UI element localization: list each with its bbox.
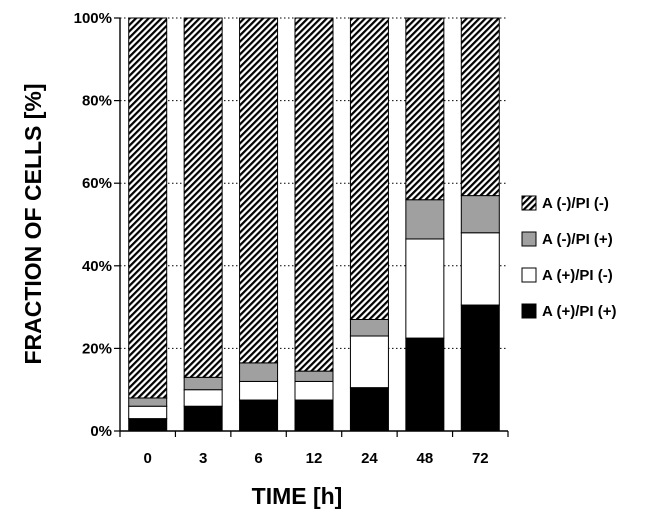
bar-segment: [239, 380, 279, 401]
bar-segment: [183, 17, 223, 378]
bar-segment: [128, 418, 168, 432]
bar-segment: [183, 389, 223, 407]
bar-segment: [128, 397, 168, 407]
y-tick-label: 80%: [82, 93, 112, 110]
legend-label: A (+)/PI (-): [542, 267, 613, 284]
y-tick-label: 40%: [82, 258, 112, 275]
y-tick-label: 60%: [82, 175, 112, 192]
bar-segment: [405, 17, 445, 201]
bar-segment: [294, 380, 334, 401]
x-tick-label: 24: [361, 450, 378, 467]
legend-swatch: [521, 303, 537, 319]
legend-label: A (-)/PI (+): [542, 231, 613, 248]
bar-segment: [128, 17, 168, 399]
legend-swatch: [521, 231, 537, 247]
bar-segment: [460, 304, 500, 432]
bar-segment: [405, 238, 445, 339]
bar-segment: [239, 362, 279, 382]
legend-swatch: [521, 195, 537, 211]
axes: 0% 20% 40% 60% 80% 100% 0 3 6 12 24 48 72: [74, 10, 509, 467]
y-tick-label: 100%: [74, 10, 112, 27]
bar-segment: [183, 376, 223, 391]
bar-segment: [128, 405, 168, 420]
bar-segment: [294, 17, 334, 372]
bar-segment: [239, 399, 279, 432]
x-tick-label: 0: [144, 450, 152, 467]
bar-segment: [460, 17, 500, 197]
bar-segment: [294, 399, 334, 432]
bar-segment: [294, 370, 334, 382]
legend-label: A (+)/PI (+): [542, 303, 616, 320]
x-tick-label: 12: [306, 450, 323, 467]
bar-segment: [349, 17, 389, 320]
y-tick-label: 0%: [90, 423, 112, 440]
y-tick-label: 20%: [82, 340, 112, 357]
bars: [128, 17, 500, 432]
bar-segment: [349, 335, 389, 389]
legend-swatch: [521, 267, 537, 283]
x-tick-label: 3: [199, 450, 207, 467]
x-tick-label: 48: [417, 450, 434, 467]
y-axis-title: FRACTION OF CELLS [%]: [20, 83, 46, 364]
legend-label: A (-)/PI (-): [542, 195, 609, 212]
x-axis-title: TIME [h]: [252, 483, 343, 509]
bar-segment: [405, 199, 445, 240]
bar-segment: [460, 195, 500, 234]
bar-segment: [405, 337, 445, 432]
bar-segment: [183, 405, 223, 432]
x-tick-label: 72: [472, 450, 489, 467]
bar-segment: [460, 232, 500, 306]
bar-segment: [349, 318, 389, 337]
legend: A (-)/PI (-) A (-)/PI (+) A (+)/PI (-) A (+…: [521, 195, 616, 320]
bar-segment: [239, 17, 279, 364]
bar-segment: [349, 387, 389, 432]
x-tick-label: 6: [254, 450, 262, 467]
